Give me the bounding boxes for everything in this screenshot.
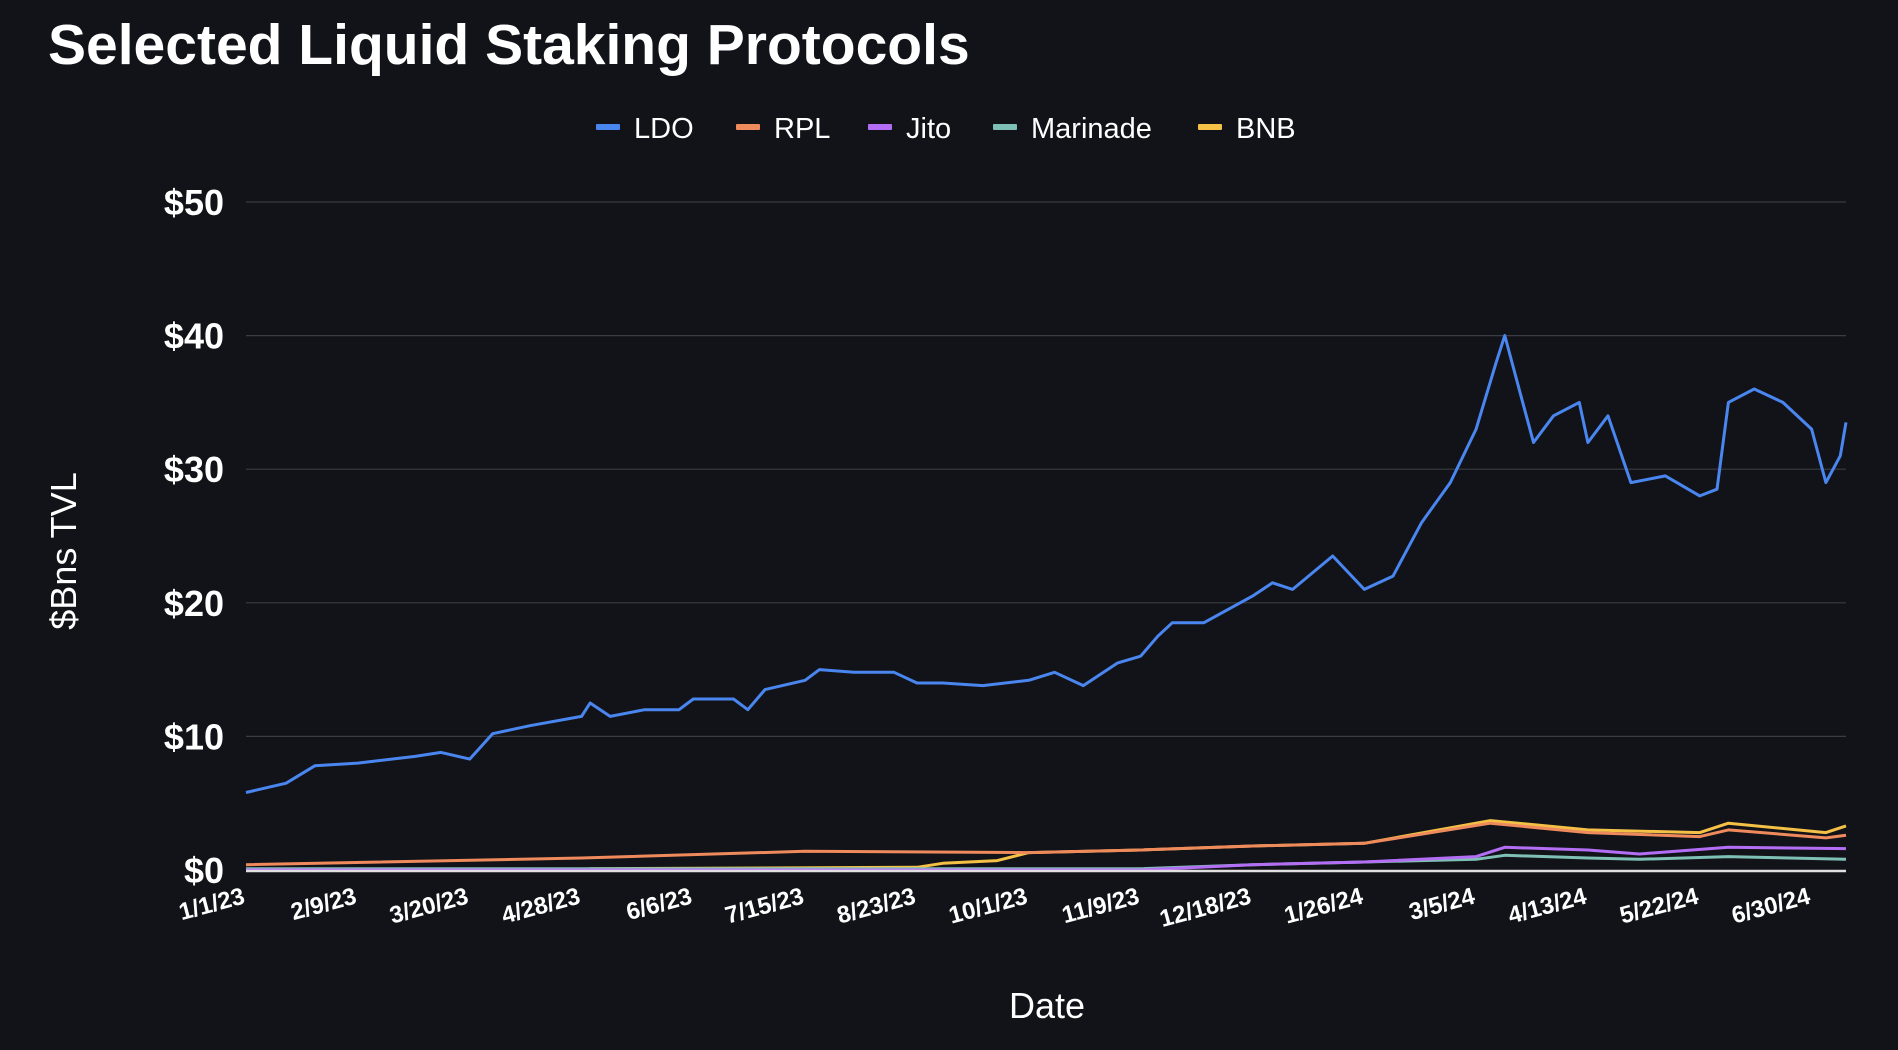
legend-label-marinade: Marinade	[1031, 113, 1152, 145]
legend-swatch-jito	[868, 124, 892, 130]
x-tick-label: 2/9/23	[288, 883, 359, 926]
x-tick-label: 3/5/24	[1406, 883, 1478, 927]
x-tick-label: 1/26/24	[1281, 883, 1366, 930]
series-line-marinade	[246, 853, 1847, 871]
x-tick-label: 4/13/24	[1505, 883, 1590, 930]
series-line-jito	[246, 845, 1847, 872]
x-tick-label: 4/28/23	[499, 883, 583, 930]
x-tick-label: 3/20/23	[387, 883, 471, 930]
x-tick-label: 12/18/23	[1157, 883, 1254, 933]
x-tick-label: 11/9/23	[1059, 883, 1142, 929]
x-axis-label: Date	[1009, 985, 1085, 1026]
legend-label-ldo: LDO	[634, 113, 694, 145]
x-tick-label: 8/23/23	[834, 883, 918, 930]
legend-swatch-ldo	[596, 124, 620, 130]
chart-title: Selected Liquid Staking Protocols	[48, 13, 970, 77]
x-tick-label: 7/15/23	[722, 883, 806, 930]
x-tick-label: 10/1/23	[946, 883, 1030, 930]
legend-swatch-bnb	[1198, 124, 1222, 130]
series-line-bnb	[246, 819, 1847, 872]
legend-swatch-rpl	[736, 124, 760, 130]
x-tick-label: 6/30/24	[1729, 883, 1814, 930]
legend-label-jito: Jito	[906, 113, 951, 145]
legend-swatch-marinade	[993, 124, 1017, 130]
series-line-ldo	[245, 334, 1848, 794]
y-tick-label: $30	[164, 449, 224, 490]
series-line-rpl	[245, 821, 1847, 867]
legend-label-rpl: RPL	[774, 113, 830, 145]
y-tick-label: $50	[164, 182, 224, 223]
legend-label-bnb: BNB	[1236, 113, 1296, 145]
x-tick-label: 5/22/24	[1617, 883, 1702, 930]
y-tick-label: $40	[164, 316, 224, 357]
y-tick-label: $10	[164, 716, 224, 757]
y-tick-label: $0	[184, 850, 224, 891]
x-tick-label: 6/6/23	[623, 883, 694, 926]
y-tick-label: $20	[164, 583, 224, 624]
y-axis-label: $Bns TVL	[43, 472, 84, 629]
